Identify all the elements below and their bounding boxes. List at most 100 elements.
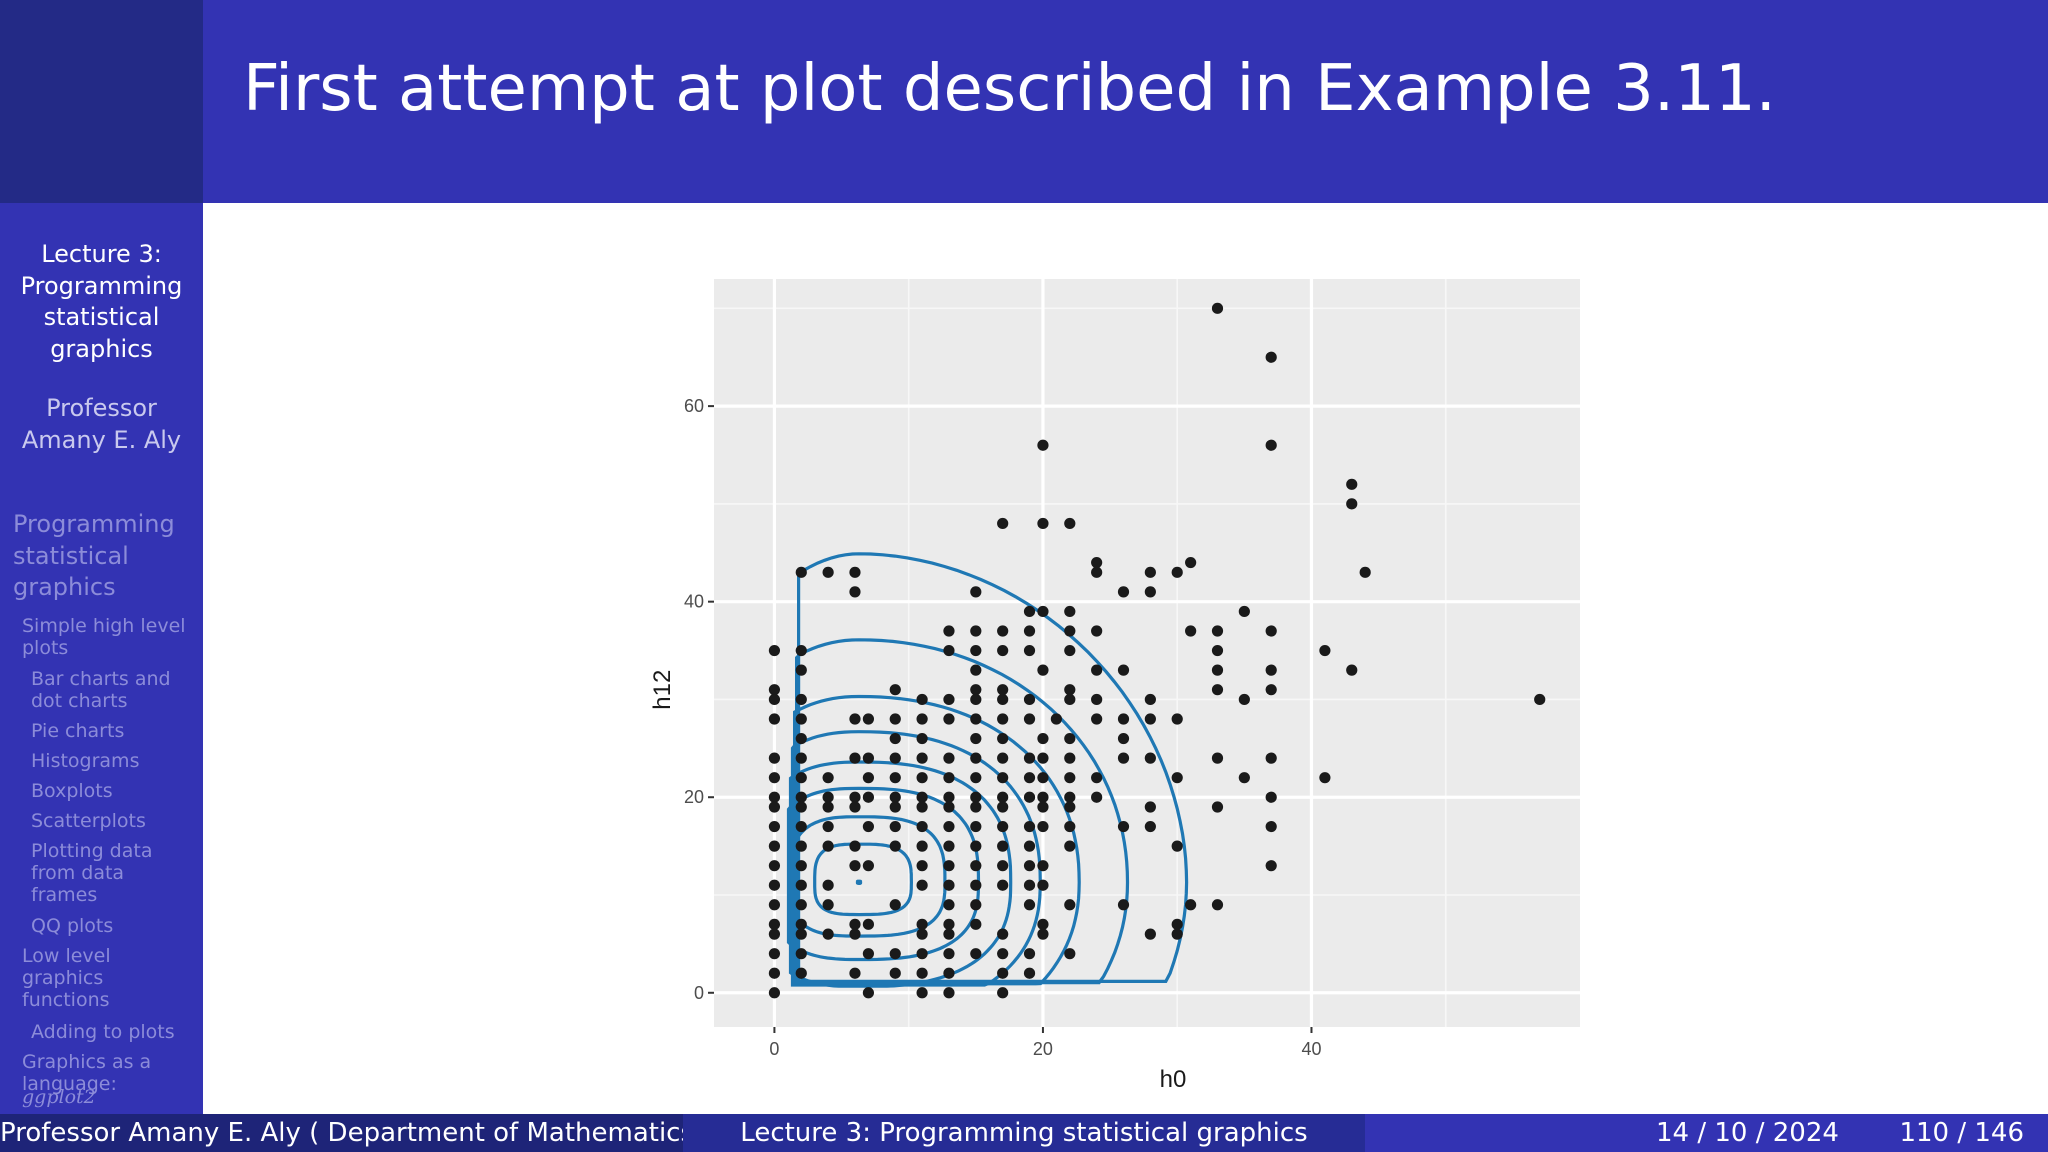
data-point bbox=[943, 644, 955, 657]
sidebar-item-graphics-as-language[interactable]: Graphics as a language: bbox=[22, 1051, 200, 1095]
y-tick-label: 20 bbox=[684, 787, 704, 807]
sidebar-item-line: Adding to plots bbox=[31, 1021, 175, 1043]
data-point bbox=[1171, 918, 1183, 930]
data-point bbox=[1023, 840, 1036, 852]
data-point bbox=[916, 879, 928, 891]
data-point bbox=[862, 820, 875, 833]
data-point bbox=[943, 752, 955, 764]
data-point bbox=[1211, 899, 1224, 911]
data-point bbox=[943, 987, 955, 999]
data-point bbox=[943, 860, 955, 872]
data-point bbox=[889, 820, 901, 833]
data-point bbox=[1037, 605, 1049, 618]
y-tick-label: 60 bbox=[684, 396, 704, 416]
data-point bbox=[862, 752, 875, 764]
data-point bbox=[822, 566, 834, 578]
data-point bbox=[1023, 791, 1036, 803]
data-point bbox=[997, 987, 1009, 999]
data-point bbox=[970, 693, 982, 706]
sidebar-author-line: Amany E. Aly bbox=[21, 425, 182, 454]
sidebar-item-plotting-data-frames[interactable]: Plotting data from data frames bbox=[31, 840, 201, 906]
data-point bbox=[822, 840, 834, 852]
sidebar-item-histograms[interactable]: Histograms bbox=[31, 750, 201, 772]
data-point bbox=[1144, 820, 1156, 833]
sidebar-item-line: plots bbox=[22, 637, 69, 659]
sidebar-item-adding-to-plots[interactable]: Adding to plots bbox=[31, 1021, 201, 1043]
sidebar-item-pie-charts[interactable]: Pie charts bbox=[31, 720, 201, 742]
data-point bbox=[1023, 644, 1036, 657]
data-point bbox=[795, 693, 807, 706]
sidebar-lecture-title[interactable]: Lecture 3: Programming statistical graph… bbox=[0, 239, 203, 365]
sidebar-item-bar-charts[interactable]: Bar charts and dot charts bbox=[31, 668, 201, 712]
data-point bbox=[1037, 752, 1049, 764]
data-point bbox=[1265, 351, 1277, 363]
data-point bbox=[1238, 605, 1250, 618]
data-point bbox=[943, 879, 955, 891]
data-point bbox=[1144, 713, 1156, 725]
data-point bbox=[1091, 625, 1103, 637]
data-point bbox=[795, 664, 807, 676]
data-point bbox=[1037, 732, 1049, 745]
data-point bbox=[1185, 899, 1197, 911]
data-point bbox=[768, 948, 781, 960]
data-point bbox=[916, 732, 928, 745]
data-point bbox=[1064, 644, 1076, 657]
sidebar-item-line: Simple high level bbox=[22, 615, 186, 637]
sidebar-item-line: dot charts bbox=[31, 690, 128, 712]
footer-page-number: 110 / 146 bbox=[1899, 1118, 2024, 1148]
data-point bbox=[916, 772, 928, 784]
sidebar-item-line: Bar charts and bbox=[31, 668, 171, 690]
data-point bbox=[795, 840, 807, 852]
data-point bbox=[862, 860, 875, 872]
data-point bbox=[768, 987, 781, 999]
data-point bbox=[1265, 664, 1277, 676]
data-point bbox=[795, 899, 807, 911]
x-tick-label: 0 bbox=[769, 1039, 779, 1059]
sidebar-item-line: Graphics as a bbox=[22, 1051, 152, 1073]
data-point bbox=[1064, 801, 1076, 813]
data-point bbox=[970, 899, 982, 911]
data-point bbox=[916, 820, 928, 833]
data-point bbox=[1064, 693, 1076, 706]
data-point bbox=[916, 918, 928, 930]
footer-lecture: Lecture 3: Programming statistical graph… bbox=[683, 1114, 1365, 1152]
sidebar-author[interactable]: Professor Amany E. Aly bbox=[0, 393, 203, 456]
data-point bbox=[795, 791, 807, 803]
data-point bbox=[997, 879, 1009, 891]
sidebar-item-low-level-graphics[interactable]: Low level graphics functions bbox=[22, 945, 200, 1011]
data-point bbox=[1319, 772, 1331, 784]
data-point bbox=[862, 791, 875, 803]
data-point bbox=[795, 879, 807, 891]
data-point bbox=[1265, 439, 1277, 451]
sidebar-section-programming-graphics[interactable]: Programming statistical graphics bbox=[13, 509, 198, 604]
data-point bbox=[1238, 772, 1250, 784]
data-point bbox=[1023, 967, 1036, 979]
sidebar-item-simple-high-level-plots[interactable]: Simple high level plots bbox=[22, 615, 200, 659]
sidebar-lecture-title-line: graphics bbox=[50, 334, 153, 363]
slide-header: First attempt at plot described in Examp… bbox=[203, 0, 2048, 203]
y-tick-label: 40 bbox=[684, 592, 704, 612]
data-point bbox=[1117, 899, 1130, 911]
data-point bbox=[1265, 860, 1277, 872]
data-point bbox=[1144, 586, 1156, 598]
data-point bbox=[768, 918, 781, 930]
sidebar-item-ggplot2[interactable]: ggplot2 bbox=[22, 1086, 96, 1108]
data-point bbox=[1346, 664, 1358, 676]
data-point bbox=[1023, 693, 1036, 706]
data-point bbox=[970, 820, 982, 833]
data-point bbox=[1091, 664, 1103, 676]
data-point bbox=[970, 772, 982, 784]
data-point bbox=[943, 928, 955, 940]
data-point bbox=[943, 625, 955, 637]
sidebar-item-boxplots[interactable]: Boxplots bbox=[31, 780, 201, 802]
data-point bbox=[1265, 752, 1277, 764]
data-point bbox=[1023, 713, 1036, 725]
sidebar-item-qq-plots[interactable]: QQ plots bbox=[31, 915, 201, 937]
data-point bbox=[1171, 840, 1183, 852]
sidebar-item-scatterplots[interactable]: Scatterplots bbox=[31, 810, 201, 832]
data-point bbox=[997, 791, 1009, 803]
data-point bbox=[1023, 899, 1036, 911]
data-point bbox=[970, 918, 982, 930]
header-corner bbox=[0, 0, 203, 203]
data-point bbox=[997, 772, 1009, 784]
